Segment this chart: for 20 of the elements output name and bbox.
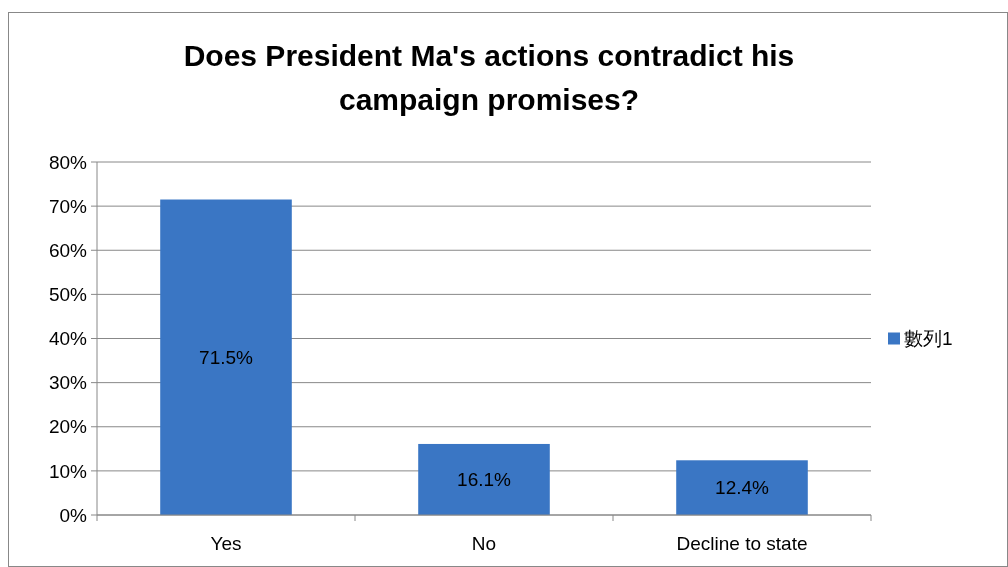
bar — [676, 460, 808, 515]
x-tick-label: Yes — [210, 533, 242, 554]
chart-title: Does President Ma's actions contradict his campaign promises? — [183, 39, 795, 116]
y-tick-label: 10% — [48, 460, 88, 482]
y-tick-label: 50% — [48, 284, 88, 306]
text: 12.4% — [715, 477, 769, 499]
x-tick-label: Decline to state — [676, 533, 808, 554]
bar — [160, 199, 292, 515]
y-tick-label: 70% — [48, 195, 88, 217]
y-tick-label: 60% — [48, 239, 88, 261]
y-tick-label: 0% — [59, 504, 88, 526]
y-tick-label: 30% — [48, 372, 88, 394]
bar — [418, 443, 550, 515]
legend-label: 數列1 — [904, 328, 953, 350]
y-tick-label: 20% — [48, 416, 88, 438]
text: 71.5% — [199, 346, 253, 368]
x-tick-label: No — [471, 533, 497, 554]
y-tick-label: 80% — [48, 151, 88, 173]
y-tick-label: 40% — [48, 328, 88, 350]
text: 16.1% — [457, 469, 511, 491]
